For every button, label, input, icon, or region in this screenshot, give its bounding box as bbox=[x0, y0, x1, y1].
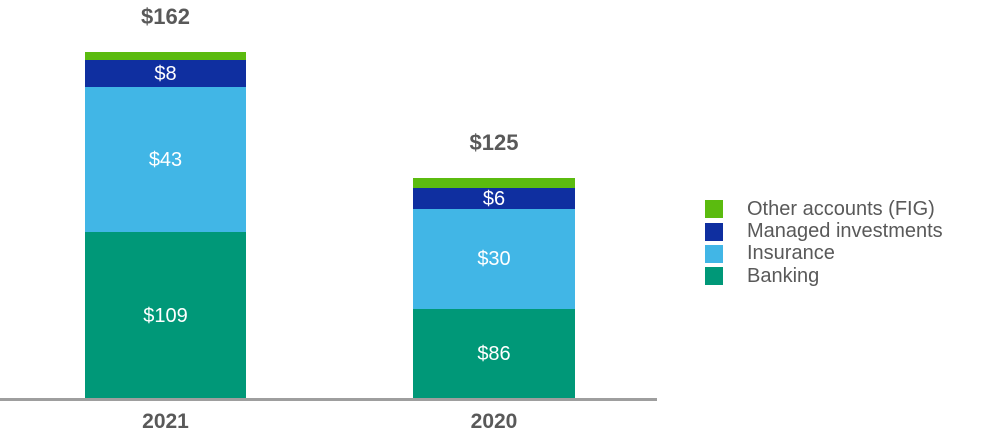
bar-2020: $6 $30 $86 bbox=[413, 178, 575, 399]
segment-value-label: $86 bbox=[477, 343, 511, 365]
chart-legend: Other accounts (FIG) Managed investments… bbox=[705, 198, 943, 288]
legend-label: Other accounts (FIG) bbox=[747, 197, 935, 220]
legend-swatch-dark-blue bbox=[705, 222, 723, 241]
legend-label: Insurance bbox=[747, 242, 835, 265]
segment-insurance-2020: $30 bbox=[413, 209, 575, 309]
segment-other-accounts-2021 bbox=[85, 52, 246, 60]
segment-managed-investments-2020: $6 bbox=[413, 188, 575, 209]
legend-swatch-green bbox=[705, 200, 723, 219]
segment-value-label: $109 bbox=[143, 304, 188, 327]
legend-swatch-teal bbox=[705, 267, 723, 286]
category-label-2021: 2021 bbox=[142, 410, 189, 433]
segment-banking-2021: $109 bbox=[85, 232, 246, 399]
total-label-2020: $125 bbox=[469, 130, 519, 155]
total-label-2021: $162 bbox=[141, 4, 190, 29]
segment-managed-investments-2021: $8 bbox=[85, 60, 246, 87]
legend-item-insurance: Insurance bbox=[705, 242, 943, 265]
bar-2021: $8 $43 $109 bbox=[85, 52, 246, 399]
legend-label: Managed investments bbox=[747, 220, 943, 243]
segment-value-label: $8 bbox=[154, 62, 177, 85]
segment-banking-2020: $86 bbox=[413, 309, 575, 399]
legend-swatch-light-blue bbox=[705, 244, 723, 263]
legend-label: Banking bbox=[747, 264, 820, 287]
segment-value-label: $6 bbox=[482, 187, 506, 210]
segment-other-accounts-2020 bbox=[413, 178, 575, 188]
x-axis-line bbox=[0, 398, 657, 401]
legend-item-managed-investments: Managed investments bbox=[705, 220, 943, 242]
segment-insurance-2021: $43 bbox=[85, 87, 246, 232]
segment-value-label: $43 bbox=[148, 148, 183, 171]
segment-value-label: $30 bbox=[477, 248, 511, 270]
category-label-2020: 2020 bbox=[470, 410, 518, 433]
legend-item-banking: Banking bbox=[705, 265, 943, 287]
legend-item-other-accounts: Other accounts (FIG) bbox=[705, 198, 943, 220]
